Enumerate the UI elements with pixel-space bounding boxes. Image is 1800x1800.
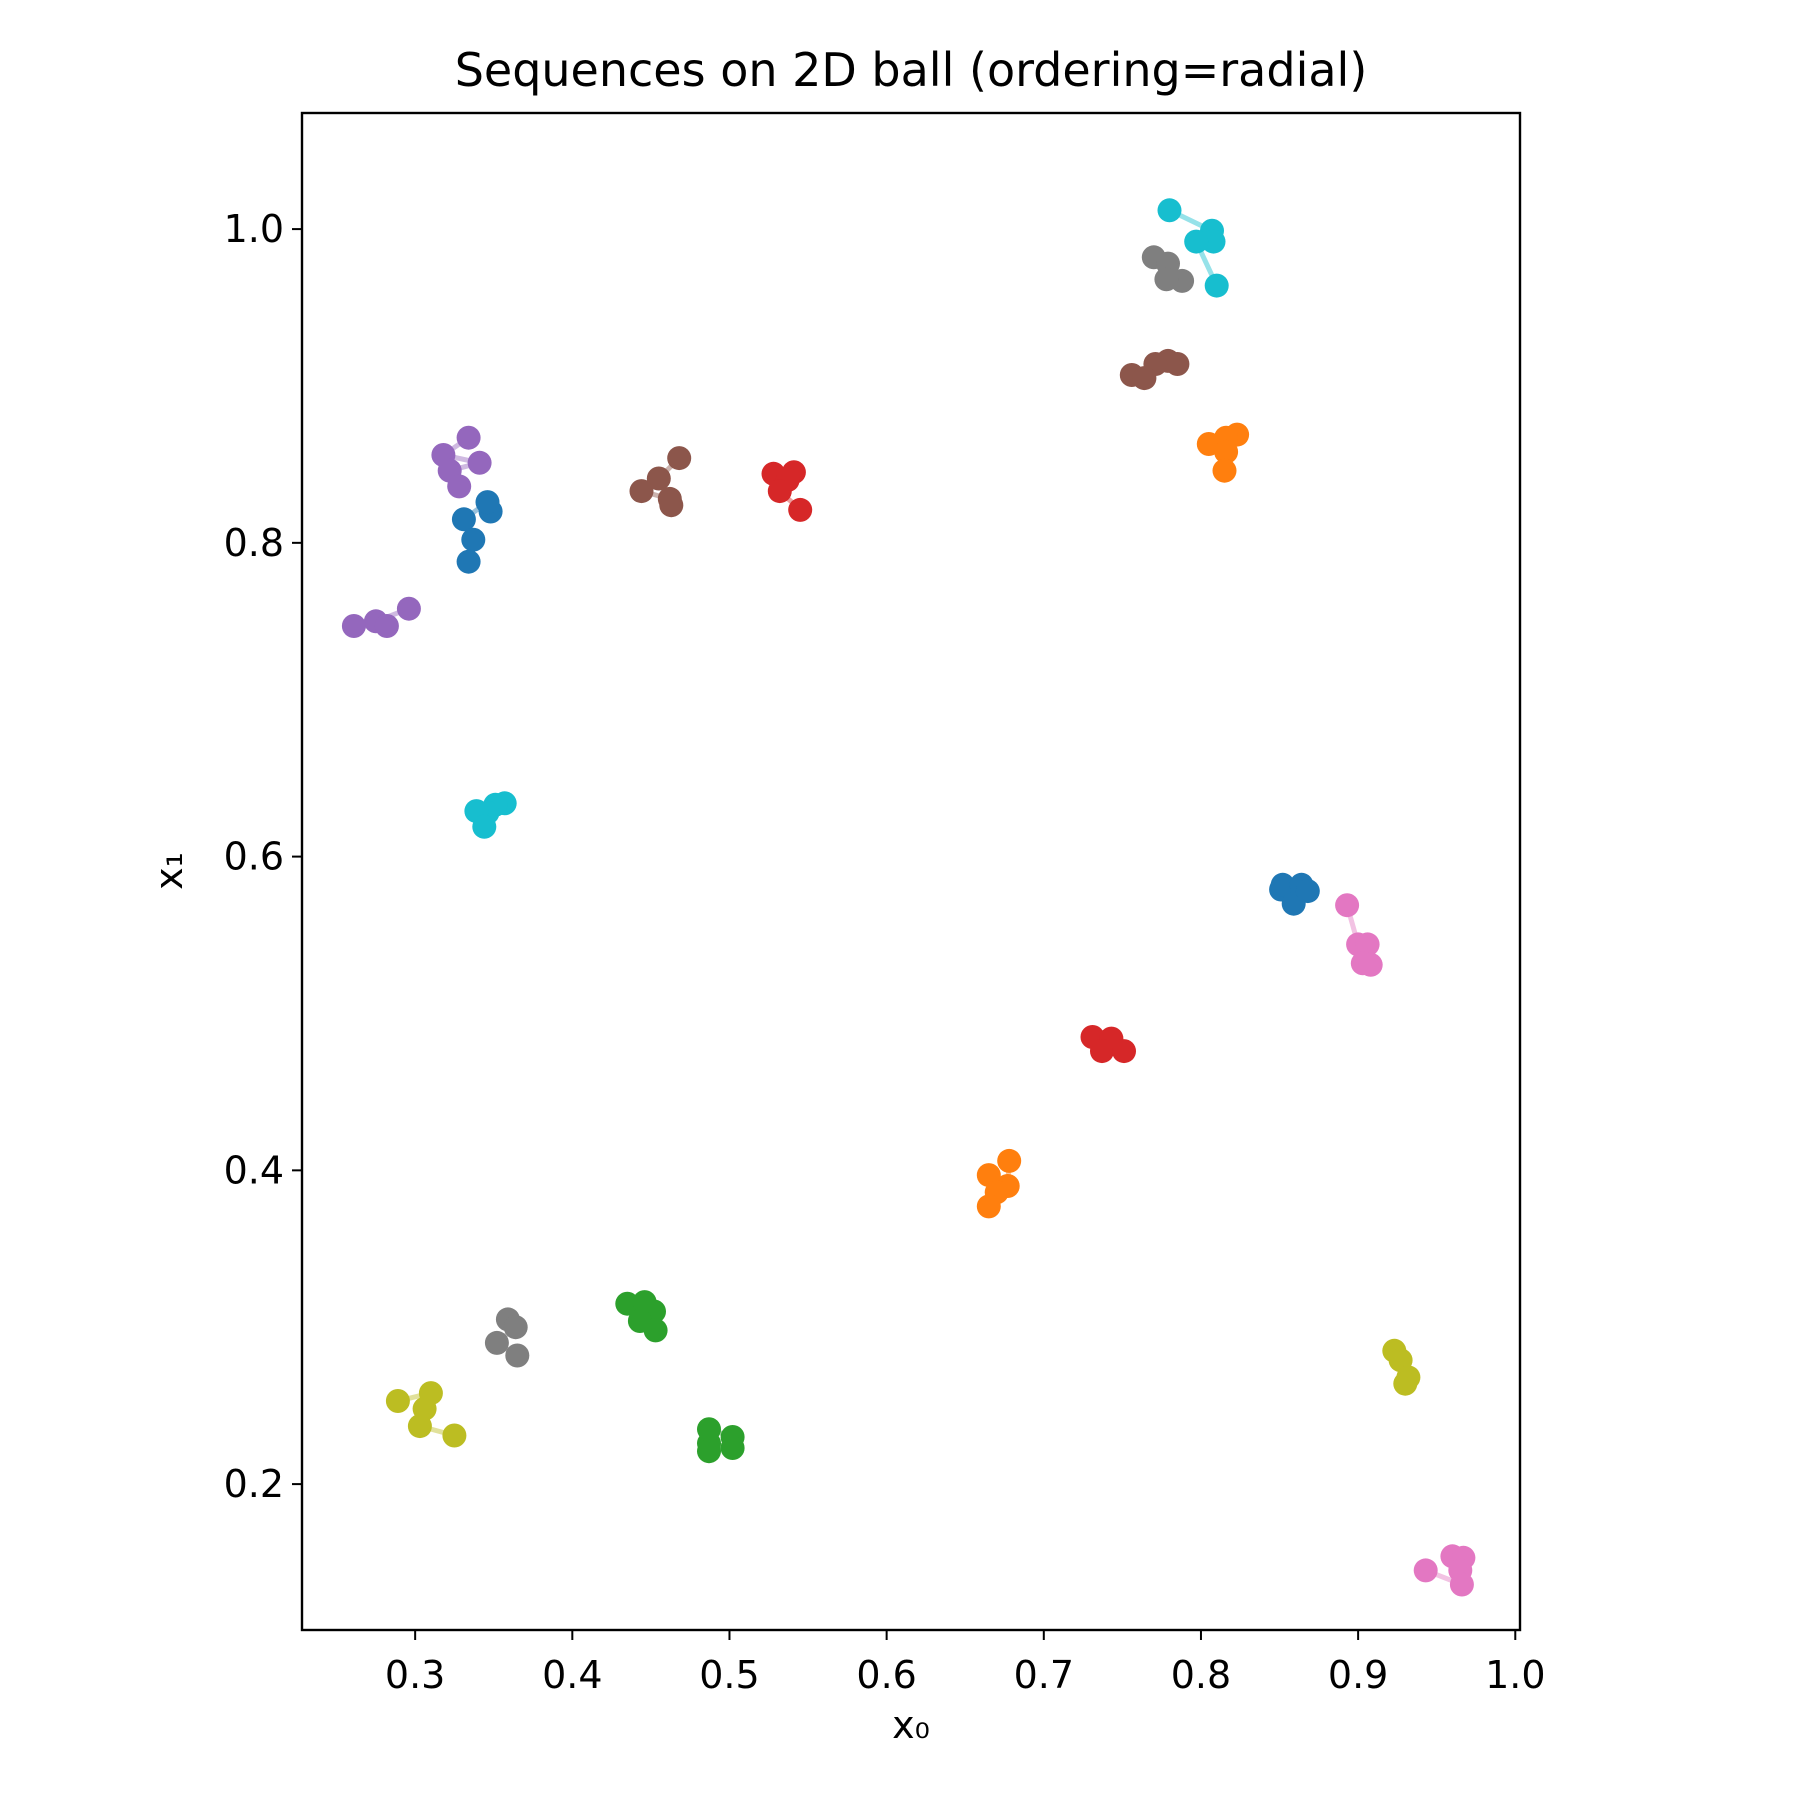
sequence-10-point-1 — [396, 596, 421, 621]
x-tick-label: 0.9 — [1328, 1653, 1388, 1697]
y-tick-label: 0.8 — [224, 521, 284, 565]
x-tick-label: 0.8 — [1171, 1653, 1231, 1697]
sequence-17-point-5 — [442, 1423, 467, 1448]
sequence-13-point-5 — [1358, 952, 1383, 977]
x-tick-label: 0.3 — [385, 1653, 445, 1697]
sequence-2-point-2 — [1270, 872, 1295, 897]
sequence-11-point-2 — [646, 466, 671, 491]
sequence-17-point-1 — [385, 1389, 410, 1413]
sequence-15-point-4 — [1154, 267, 1179, 292]
sequence-1-point-5 — [456, 549, 481, 574]
x-tick-label: 0.4 — [542, 1653, 602, 1697]
sequence-11-point-3 — [629, 479, 654, 504]
sequence-11-point-5 — [659, 493, 684, 518]
x-tick-label: 0.5 — [699, 1653, 759, 1697]
y-tick-label: 0.4 — [224, 1148, 284, 1192]
chart-title: Sequences on 2D ball (ordering=radial) — [455, 43, 1368, 97]
sequence-5-point-5 — [643, 1318, 668, 1343]
sequence-3-point-4 — [1214, 439, 1239, 464]
sequence-19-point-3 — [1201, 229, 1226, 254]
sequence-8-point-3 — [1090, 1039, 1114, 1064]
sequence-10-point-4 — [341, 614, 366, 638]
sequence-12-point-5 — [1132, 366, 1157, 391]
sequence-19-point-1 — [1157, 198, 1182, 223]
sequence-17-point-4 — [407, 1414, 432, 1439]
sequence-1-point-3 — [451, 507, 476, 532]
sequence-7-point-5 — [788, 497, 813, 522]
sequence-1-point-2 — [475, 490, 500, 515]
x-tick-label: 0.6 — [856, 1653, 916, 1697]
sequence-10-point-3 — [374, 614, 399, 638]
sequence-11-point-1 — [667, 446, 692, 471]
sequence-13-point-1 — [1335, 893, 1360, 918]
sequence-1-point-4 — [461, 527, 486, 552]
sequence-16-point-3 — [484, 1330, 509, 1355]
y-tick-label: 1.0 — [224, 207, 284, 251]
sequence-9-point-5 — [447, 474, 472, 499]
x-axis: 0.3 0.4 0.5 0.6 0.7 0.8 0.9 1.0 — [385, 1630, 1546, 1697]
sequence-6-point-5 — [697, 1439, 721, 1464]
sequence-16-point-4 — [505, 1343, 530, 1368]
sequence-2-point-5 — [1295, 879, 1320, 904]
y-axis: 0.2 0.4 0.6 0.8 1.0 — [224, 207, 302, 1506]
x-axis-label: x₀ — [892, 1703, 930, 1747]
sequence-18-point-4 — [1393, 1371, 1418, 1396]
sequence-9-point-1 — [456, 425, 481, 450]
x-tick-label: 0.7 — [1014, 1653, 1074, 1697]
y-axis-label: x₁ — [147, 852, 191, 890]
sequence-8-point-4 — [1112, 1039, 1136, 1064]
sequence-19-point-5 — [1204, 273, 1229, 298]
sequence-14-point-4 — [1449, 1572, 1474, 1597]
sequence-13-point-3 — [1355, 932, 1380, 957]
sequence-14-point-5 — [1413, 1558, 1438, 1583]
sequence-19-point-4 — [1184, 229, 1209, 254]
sequence-4-point-5 — [976, 1194, 1001, 1219]
sequence-6-point-3 — [720, 1436, 745, 1460]
sequence-5-point-1 — [615, 1291, 640, 1316]
y-tick-label: 0.2 — [224, 1462, 284, 1506]
sequence-20-point-5 — [472, 814, 497, 839]
sequence-9-point-3 — [467, 450, 492, 475]
sequence-3-point-5 — [1212, 458, 1237, 483]
sequence-16-point-2 — [503, 1315, 528, 1340]
sequence-4-point-1 — [997, 1148, 1022, 1173]
sequence-points — [341, 198, 1476, 1597]
x-tick-label: 1.0 — [1485, 1653, 1545, 1697]
plot-frame — [300, 111, 1522, 1632]
sequence-7-point-4 — [767, 479, 792, 504]
y-tick-label: 0.6 — [224, 835, 284, 879]
